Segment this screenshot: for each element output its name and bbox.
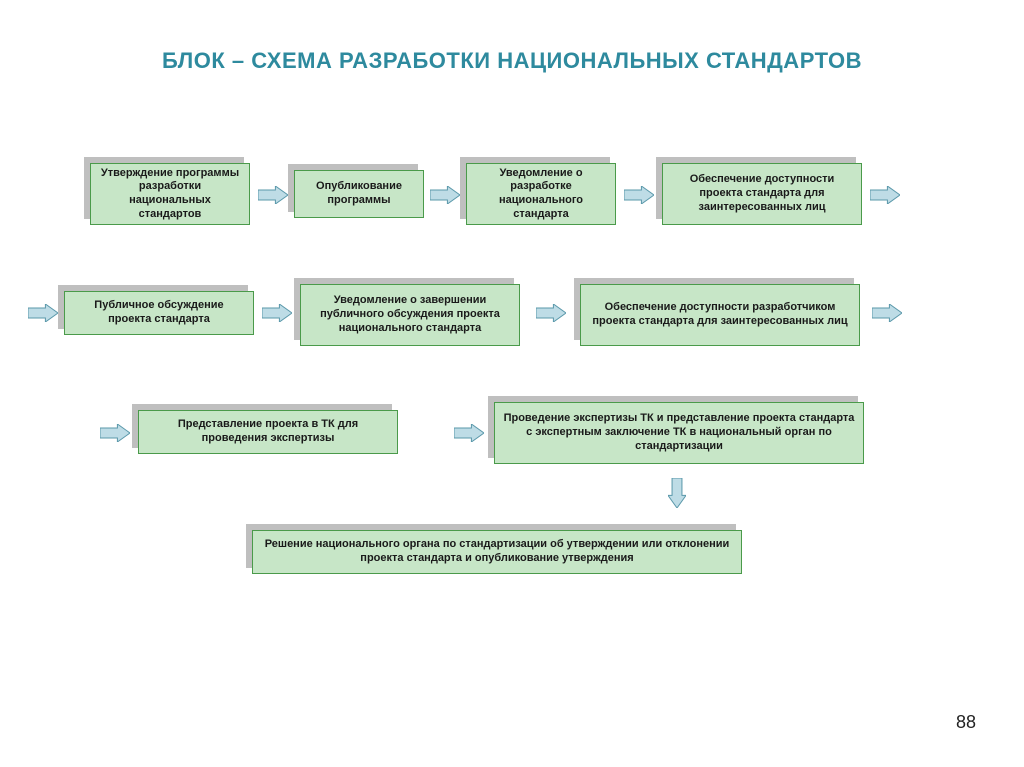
box-label: Уведомление о разработке национального с… [475,167,607,222]
box-label: Публичное обсуждение проекта стандарта [73,299,245,327]
box-submit-to-tk: Представление проекта в ТК для проведени… [138,410,398,454]
arrow-right-icon [454,424,484,442]
box-label: Решение национального органа по стандарт… [261,538,733,566]
box-label: Обеспечение доступности разработчиком пр… [589,301,851,329]
box-ensure-access-2: Обеспечение доступности разработчиком пр… [580,284,860,346]
box-notify-development: Уведомление о разработке национального с… [466,163,616,225]
box-label: Обеспечение доступности проекта стандарт… [671,173,853,214]
box-expertise-tk: Проведение экспертизы ТК и представление… [494,402,864,464]
box-notify-completion: Уведомление о завершении публичного обсу… [300,284,520,346]
arrow-right-icon [870,186,900,204]
arrow-right-icon [430,186,460,204]
page-number: 88 [956,712,976,733]
box-final-decision: Решение национального органа по стандарт… [252,530,742,574]
box-approve-program: Утверждение программы разработки национа… [90,163,250,225]
arrow-right-icon [624,186,654,204]
box-label: Опубликование программы [303,180,415,208]
arrow-right-icon [536,304,566,322]
arrow-right-icon [100,424,130,442]
box-ensure-access-1: Обеспечение доступности проекта стандарт… [662,163,862,225]
box-label: Уведомление о завершении публичного обсу… [309,294,511,335]
box-publish-program: Опубликование программы [294,170,424,218]
arrow-right-icon [262,304,292,322]
arrow-right-icon [28,304,58,322]
box-label: Проведение экспертизы ТК и представление… [503,412,855,453]
arrow-down-icon [668,478,686,508]
box-label: Представление проекта в ТК для проведени… [147,418,389,446]
arrow-right-icon [258,186,288,204]
box-public-discussion: Публичное обсуждение проекта стандарта [64,291,254,335]
page-title: БЛОК – СХЕМА РАЗРАБОТКИ НАЦИОНАЛЬНЫХ СТА… [0,0,1024,74]
box-label: Утверждение программы разработки национа… [99,167,241,222]
arrow-right-icon [872,304,902,322]
